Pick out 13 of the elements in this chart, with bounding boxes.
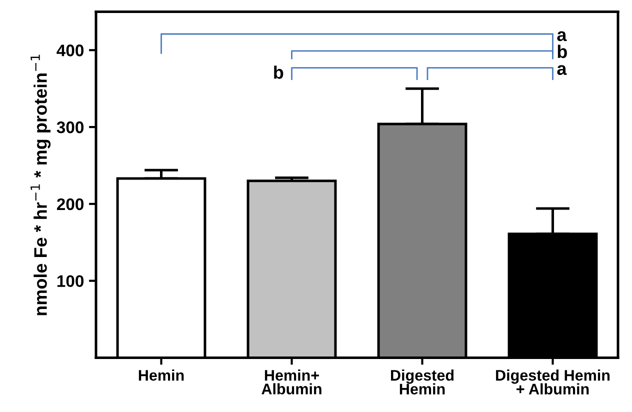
y-tick-label: 100 — [57, 275, 84, 288]
annotation: b — [558, 44, 567, 58]
y-tick-label: 400 — [56, 44, 84, 56]
x-tick-label: Hemin — [138, 370, 184, 381]
annotation: b — [274, 66, 284, 79]
x-tick-label: Hemin+ Albumin — [262, 370, 322, 394]
annotation: a — [557, 65, 567, 75]
y-tick-label: 200 — [56, 198, 84, 210]
x-tick-label: Digested Hemin + Albumin — [496, 370, 610, 394]
y-axis-title: nmole Fe * hr$^{−1}$ * mg protein$^{−1}$ — [30, 54, 51, 316]
annotation: a — [557, 31, 567, 42]
y-tick-label: 300 — [56, 121, 84, 134]
x-tick-label: Digested Hemin — [391, 370, 454, 394]
